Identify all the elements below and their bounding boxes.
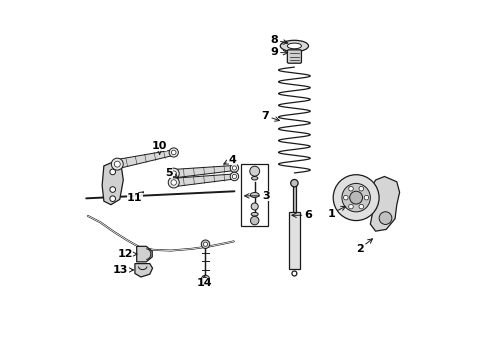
- Circle shape: [342, 184, 370, 212]
- Circle shape: [379, 212, 392, 224]
- Text: 13: 13: [113, 265, 134, 275]
- Ellipse shape: [251, 176, 258, 180]
- Circle shape: [230, 172, 239, 181]
- Text: 12: 12: [117, 249, 137, 259]
- Circle shape: [250, 166, 260, 176]
- Text: 8: 8: [270, 35, 288, 45]
- Circle shape: [168, 168, 179, 179]
- FancyBboxPatch shape: [287, 50, 301, 63]
- Circle shape: [333, 175, 379, 221]
- Circle shape: [359, 186, 364, 191]
- Text: 7: 7: [262, 111, 279, 121]
- Ellipse shape: [280, 40, 309, 51]
- Text: 2: 2: [356, 239, 372, 254]
- Text: 11: 11: [127, 192, 144, 203]
- Circle shape: [114, 161, 120, 167]
- Circle shape: [250, 216, 259, 225]
- Text: 1: 1: [327, 206, 345, 219]
- Circle shape: [203, 242, 208, 246]
- Circle shape: [251, 203, 258, 210]
- Text: 10: 10: [152, 141, 167, 154]
- Polygon shape: [173, 166, 235, 178]
- Circle shape: [350, 191, 363, 204]
- Circle shape: [291, 180, 298, 187]
- Text: 6: 6: [292, 210, 313, 220]
- Circle shape: [171, 171, 176, 176]
- Polygon shape: [293, 183, 295, 212]
- Polygon shape: [135, 264, 152, 277]
- Circle shape: [232, 166, 237, 170]
- Polygon shape: [289, 212, 300, 269]
- Polygon shape: [370, 176, 400, 231]
- Polygon shape: [137, 246, 152, 262]
- Text: 3: 3: [245, 191, 270, 201]
- Circle shape: [111, 158, 123, 170]
- Polygon shape: [116, 150, 174, 168]
- Text: 14: 14: [196, 275, 212, 288]
- Circle shape: [364, 195, 369, 200]
- Text: 5: 5: [165, 168, 178, 178]
- Circle shape: [232, 174, 237, 179]
- Circle shape: [349, 186, 353, 191]
- Circle shape: [168, 177, 179, 188]
- Circle shape: [343, 195, 348, 200]
- Circle shape: [359, 204, 364, 209]
- Circle shape: [201, 240, 210, 248]
- Circle shape: [171, 180, 176, 185]
- Circle shape: [110, 187, 116, 192]
- Ellipse shape: [251, 212, 258, 216]
- Polygon shape: [173, 174, 235, 187]
- Circle shape: [110, 196, 116, 202]
- Circle shape: [201, 275, 210, 284]
- Ellipse shape: [250, 193, 259, 198]
- Circle shape: [172, 150, 176, 155]
- Ellipse shape: [287, 43, 301, 49]
- Circle shape: [169, 148, 178, 157]
- Circle shape: [230, 164, 239, 172]
- Circle shape: [110, 169, 116, 175]
- Text: 9: 9: [270, 47, 288, 57]
- Polygon shape: [102, 161, 123, 205]
- Circle shape: [349, 204, 353, 209]
- Text: 4: 4: [224, 154, 237, 165]
- Circle shape: [203, 277, 208, 282]
